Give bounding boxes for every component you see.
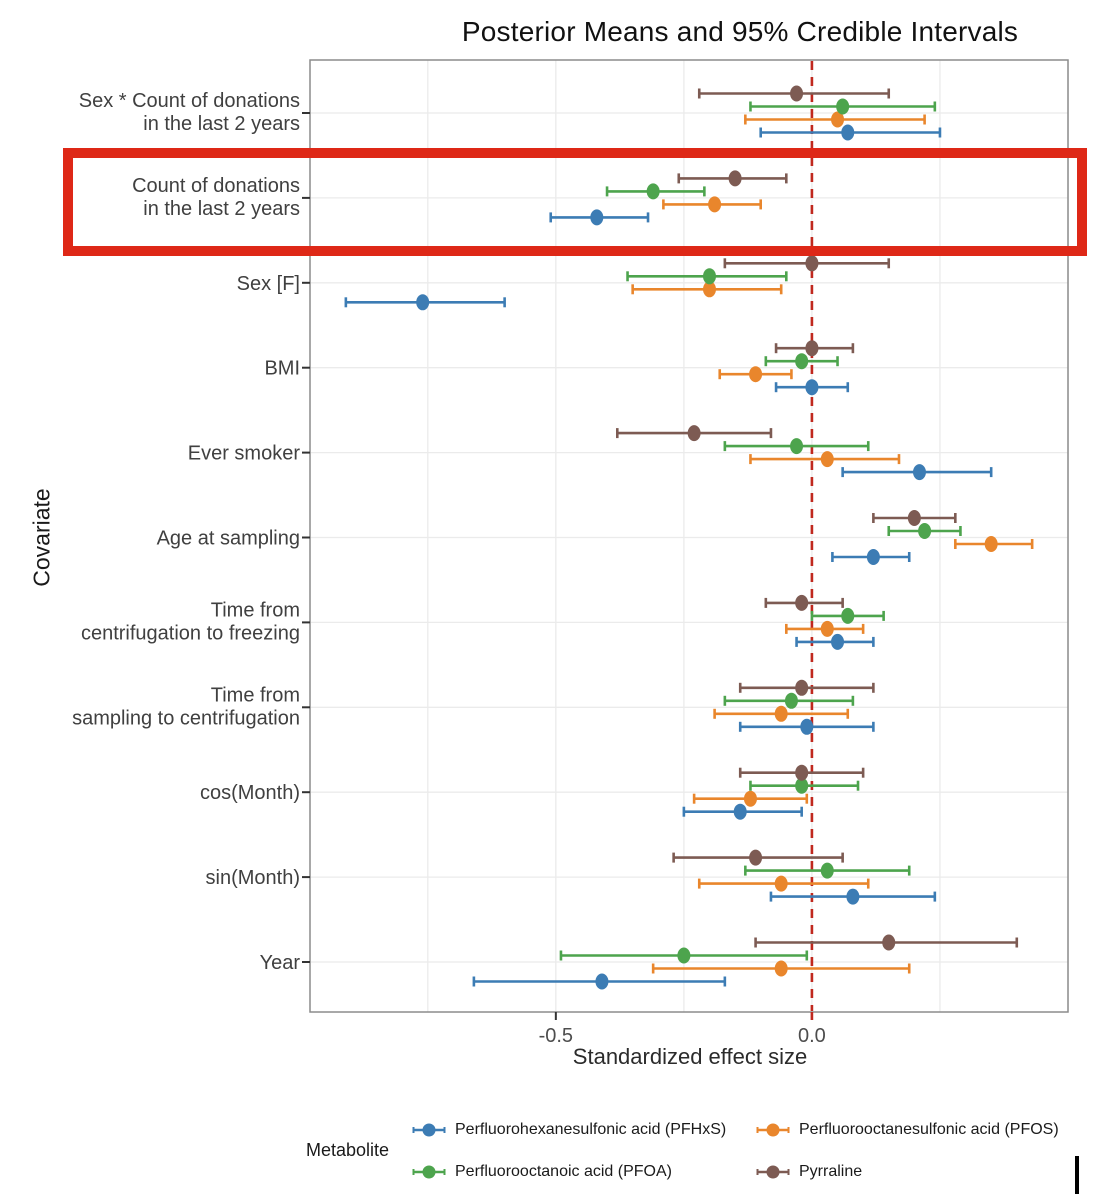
posterior-mean-dot: [795, 594, 809, 611]
legend-label: Perfluorohexanesulfonic acid (PFHxS): [455, 1121, 727, 1138]
posterior-mean-dot: [702, 281, 716, 298]
posterior-mean-dot: [790, 85, 804, 102]
category-label: BMI: [264, 358, 300, 380]
category-label: Time from centrifugation to freezing: [81, 599, 300, 644]
legend-entry: Pyrraline: [756, 1161, 862, 1183]
posterior-mean-dot: [841, 124, 855, 141]
category-label: Age at sampling: [157, 528, 300, 550]
posterior-mean-dot: [708, 196, 722, 213]
posterior-mean-dot: [646, 183, 660, 200]
posterior-mean-dot: [733, 803, 747, 820]
posterior-mean-dot: [831, 111, 845, 128]
posterior-mean-dot: [907, 510, 921, 526]
posterior-mean-dot: [800, 718, 814, 735]
posterior-mean-dot: [749, 849, 763, 866]
legend-key-icon: [412, 1123, 446, 1137]
category-label: Year: [260, 952, 301, 974]
posterior-mean-dot: [846, 888, 860, 905]
posterior-mean-dot: [677, 947, 691, 964]
posterior-mean-dot: [805, 255, 819, 272]
text-cursor-bar: [1075, 1156, 1079, 1194]
category-label: Count of donations in the last 2 years: [132, 175, 300, 220]
legend-label: Perfluorooctanoic acid (PFOA): [455, 1163, 672, 1180]
posterior-mean-dot: [687, 425, 701, 442]
posterior-mean-dot: [984, 536, 998, 552]
category-label: Ever smoker: [188, 443, 301, 465]
x-axis-label: Standardized effect size: [572, 1044, 808, 1069]
category-label: Sex * Count of donations in the last 2 ye…: [79, 90, 300, 135]
category-label: sin(Month): [206, 867, 300, 889]
posterior-mean-dot: [866, 549, 880, 565]
posterior-mean-dot: [836, 98, 850, 115]
panel-border: [309, 59, 1069, 1013]
legend-entry: Perfluorooctanoic acid (PFOA): [412, 1161, 672, 1183]
posterior-mean-dot: [918, 523, 932, 539]
posterior-mean-dot: [416, 294, 430, 311]
legend-key-icon: [412, 1165, 446, 1179]
posterior-mean-dot: [595, 973, 609, 990]
category-label: cos(Month): [200, 782, 300, 804]
posterior-mean-dot: [805, 340, 819, 357]
posterior-mean-dot: [795, 353, 809, 370]
x-tick-label: 0.0: [798, 1025, 826, 1047]
chart-title: Posterior Means and 95% Credible Interva…: [461, 16, 1019, 47]
legend-entry: Perfluorohexanesulfonic acid (PFHxS): [412, 1119, 726, 1141]
category-label: Time from sampling to centrifugation: [72, 684, 300, 729]
posterior-mean-dot: [590, 209, 604, 226]
legend-key-icon: [756, 1165, 790, 1179]
category-label: Sex [F]: [237, 273, 300, 295]
posterior-mean-dot: [912, 464, 926, 481]
posterior-mean-dot: [820, 862, 834, 879]
posterior-mean-dot: [805, 379, 819, 396]
posterior-mean-dot: [841, 607, 855, 624]
posterior-mean-dot: [795, 777, 809, 794]
panel-background: [310, 60, 1068, 1012]
posterior-mean-dot: [743, 790, 757, 807]
x-tick-label: -0.5: [539, 1025, 573, 1047]
y-axis-label: Covariate: [28, 488, 55, 587]
posterior-mean-dot: [795, 679, 809, 696]
legend-entry: Perfluorooctanesulfonic acid (PFOS): [756, 1119, 1059, 1141]
legend-label: Perfluorooctanesulfonic acid (PFOS): [799, 1121, 1059, 1138]
posterior-mean-dot: [820, 620, 834, 637]
posterior-mean-dot: [882, 934, 896, 951]
posterior-mean-dot: [784, 692, 798, 709]
posterior-mean-dot: [795, 764, 809, 781]
posterior-mean-dot: [728, 170, 742, 187]
legend-key-icon: [756, 1123, 790, 1137]
posterior-mean-dot: [820, 451, 834, 468]
posterior-mean-dot: [749, 366, 763, 383]
posterior-mean-dot: [774, 875, 788, 892]
posterior-mean-dot: [774, 960, 788, 977]
posterior-mean-dot: [790, 438, 804, 455]
posterior-mean-dot: [702, 268, 716, 285]
legend-label: Pyrraline: [799, 1163, 863, 1180]
posterior-mean-dot: [831, 633, 845, 650]
legend-title: Metabolite: [306, 1140, 390, 1160]
posterior-mean-dot: [774, 705, 788, 722]
